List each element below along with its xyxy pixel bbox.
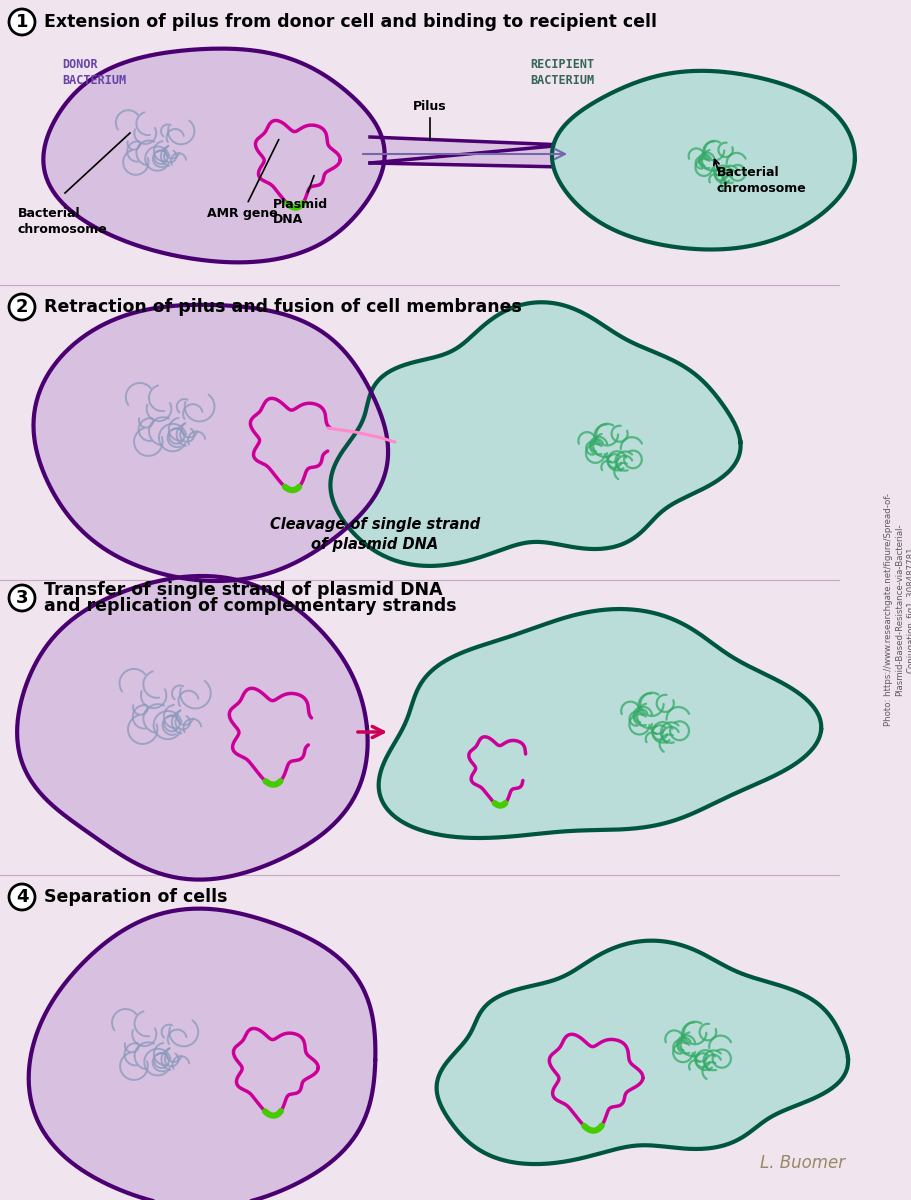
Circle shape [9, 584, 35, 611]
Text: 1: 1 [15, 13, 28, 31]
Text: RECIPIENT
BACTERIUM: RECIPIENT BACTERIUM [529, 58, 593, 86]
Text: Transfer of single strand of plasmid DNA: Transfer of single strand of plasmid DNA [44, 581, 442, 599]
Text: Separation of cells: Separation of cells [44, 888, 227, 906]
Text: AMR gene: AMR gene [207, 139, 279, 220]
Polygon shape [28, 908, 375, 1200]
Polygon shape [551, 71, 854, 250]
Text: Photo: https://www.researchgate.net/figure/Spread-of-
Plasmid-Based-Resistance-v: Photo: https://www.researchgate.net/figu… [884, 493, 911, 726]
Text: L. Buomer: L. Buomer [759, 1154, 844, 1172]
Polygon shape [330, 302, 740, 566]
Text: Plasmid
DNA: Plasmid DNA [272, 175, 328, 226]
Text: Pilus: Pilus [413, 100, 446, 113]
Text: 4: 4 [15, 888, 28, 906]
Text: and replication of complementary strands: and replication of complementary strands [44, 596, 456, 614]
Text: DONOR
BACTERIUM: DONOR BACTERIUM [62, 58, 126, 86]
Polygon shape [17, 576, 367, 880]
Text: Retraction of pilus and fusion of cell membranes: Retraction of pilus and fusion of cell m… [44, 298, 521, 316]
Text: Cleavage of single strand
of plasmid DNA: Cleavage of single strand of plasmid DNA [270, 517, 479, 552]
Polygon shape [34, 305, 388, 581]
Text: Bacterial
chromosome: Bacterial chromosome [716, 166, 806, 194]
Polygon shape [378, 610, 820, 838]
Polygon shape [44, 49, 384, 263]
Text: 2: 2 [15, 298, 28, 316]
Text: 3: 3 [15, 589, 28, 607]
Text: Bacterial
chromosome: Bacterial chromosome [18, 206, 107, 236]
Text: Extension of pilus from donor cell and binding to recipient cell: Extension of pilus from donor cell and b… [44, 13, 656, 31]
Circle shape [9, 884, 35, 910]
Polygon shape [370, 137, 565, 167]
Circle shape [9, 294, 35, 320]
Circle shape [9, 8, 35, 35]
Polygon shape [436, 941, 847, 1164]
